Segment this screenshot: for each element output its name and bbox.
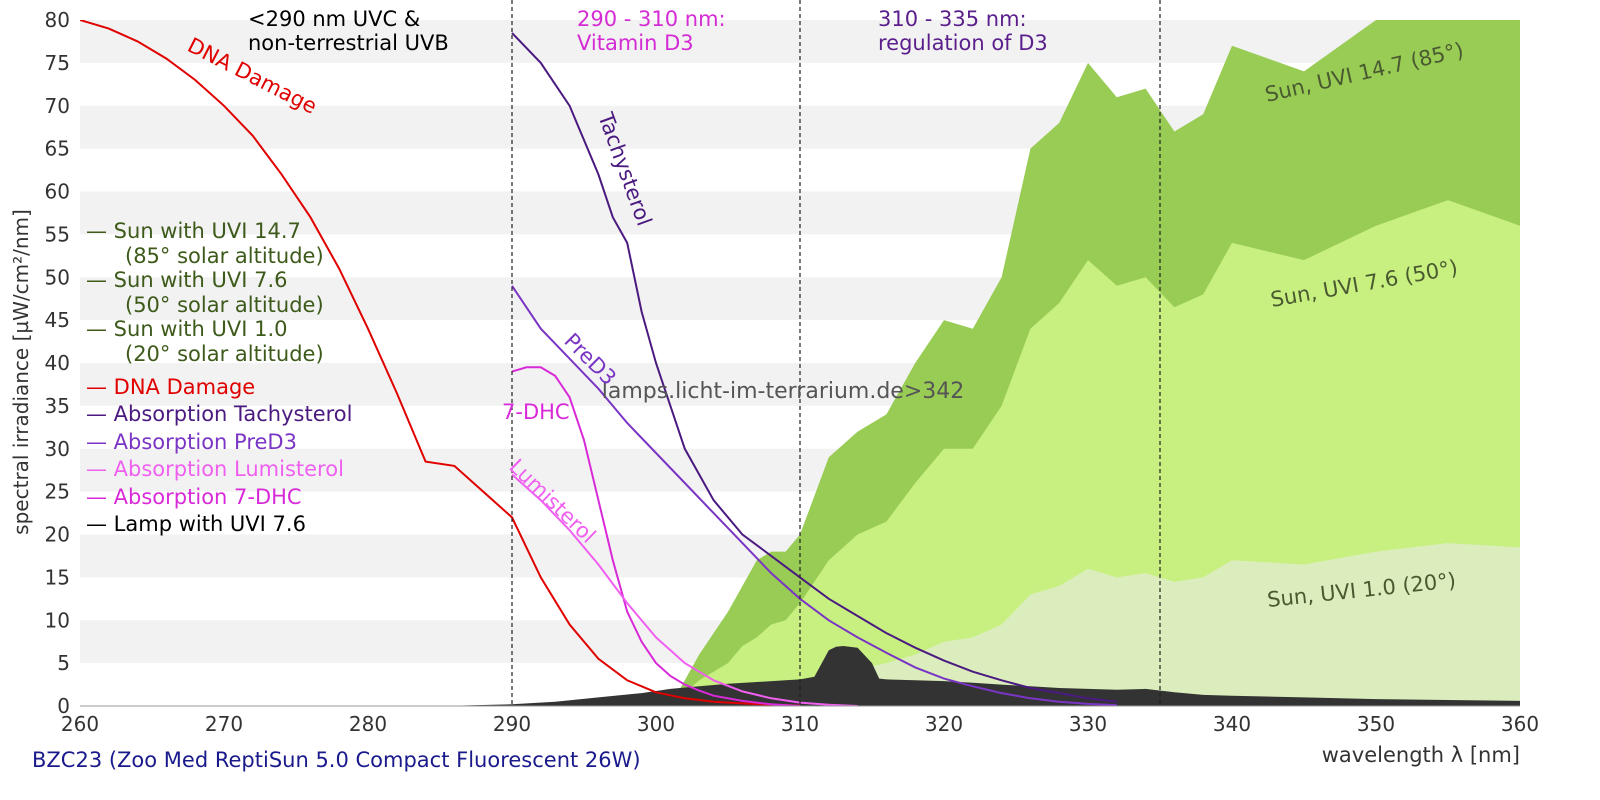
x-tick-label: 330 — [1069, 712, 1107, 736]
legend-item-label: — Absorption Tachysterol — [86, 402, 352, 426]
x-tick-label: 340 — [1213, 712, 1251, 736]
legend-item-label: — Absorption Lumisterol — [86, 457, 344, 481]
legend: — Sun with UVI 14.7(85° solar altitude)—… — [86, 219, 352, 536]
region-label-title: 290 - 310 nm: — [577, 7, 726, 31]
legend-item-label: — Lamp with UVI 7.6 — [86, 512, 306, 536]
area-series-group — [80, 20, 1520, 706]
x-tick-label: 270 — [205, 712, 243, 736]
x-tick-label: 320 — [925, 712, 963, 736]
legend-item-label: — Absorption 7-DHC — [86, 485, 302, 509]
region-label-subtitle: regulation of D3 — [878, 31, 1048, 55]
y-tick-label: 10 — [45, 608, 70, 632]
area-sun-uvi-1-0-20- — [670, 543, 1520, 706]
region-label-subtitle: Vitamin D3 — [577, 31, 694, 55]
legend-item-sublabel: (20° solar altitude) — [125, 342, 324, 366]
legend-item-sublabel: (50° solar altitude) — [125, 293, 324, 317]
chart-caption: BZC23 (Zoo Med ReptiSun 5.0 Compact Fluo… — [32, 748, 641, 772]
y-tick-label: 70 — [45, 94, 70, 118]
y-tick-label: 35 — [45, 394, 70, 418]
line-absorption-tachysterol — [511, 32, 1117, 703]
x-tick-label: 310 — [781, 712, 819, 736]
y-tick-label: 30 — [45, 437, 70, 461]
region-label-subtitle: non-terrestrial UVB — [248, 31, 449, 55]
y-tick-label: 50 — [45, 265, 70, 289]
curve-label-7-dhc: 7-DHC — [502, 400, 570, 424]
line-dna-damage — [80, 20, 801, 706]
y-tick-label: 65 — [45, 137, 70, 161]
y-tick-label: 25 — [45, 480, 70, 504]
y-tick-label: 5 — [57, 651, 70, 675]
x-tick-label: 300 — [637, 712, 675, 736]
x-tick-label: 260 — [61, 712, 99, 736]
y-tick-label: 20 — [45, 523, 70, 547]
x-tick-label: 280 — [349, 712, 387, 736]
line-series-group — [80, 20, 1117, 706]
y-tick-label: 45 — [45, 308, 70, 332]
legend-item-label: — Sun with UVI 14.7 — [86, 219, 301, 243]
legend-item-label: — Sun with UVI 7.6 — [86, 268, 288, 292]
legend-item-label: — Sun with UVI 1.0 — [86, 317, 288, 341]
legend-item-label: — Absorption PreD3 — [86, 430, 297, 454]
y-tick-label: 55 — [45, 222, 70, 246]
area-lamp-with-uvi-7-6 — [80, 646, 1520, 706]
x-tick-label: 360 — [1501, 712, 1539, 736]
y-tick-label: 15 — [45, 565, 70, 589]
legend-item-label: — DNA Damage — [86, 375, 255, 399]
line-absorption-pred3 — [511, 285, 1117, 706]
y-tick-label: 60 — [45, 180, 70, 204]
x-axis-label: wavelength λ [nm] — [1322, 743, 1520, 767]
legend-item-sublabel: (85° solar altitude) — [125, 244, 324, 268]
y-axis-label: spectral irradiance [µW/cm²/nm] — [9, 209, 33, 535]
region-label-title: <290 nm UVC & — [248, 7, 420, 31]
y-tick-label: 80 — [45, 8, 70, 32]
y-tick-label: 75 — [45, 51, 70, 75]
x-tick-label: 350 — [1357, 712, 1395, 736]
grid-band — [80, 20, 1520, 63]
watermark: lamps.licht-im-terrarium.de>342 — [602, 379, 965, 404]
line-absorption-7-dhc — [511, 366, 801, 706]
y-tick-label: 40 — [45, 351, 70, 375]
x-tick-label: 290 — [493, 712, 531, 736]
y-tick-label: 0 — [57, 694, 70, 718]
region-label-title: 310 - 335 nm: — [878, 7, 1027, 31]
